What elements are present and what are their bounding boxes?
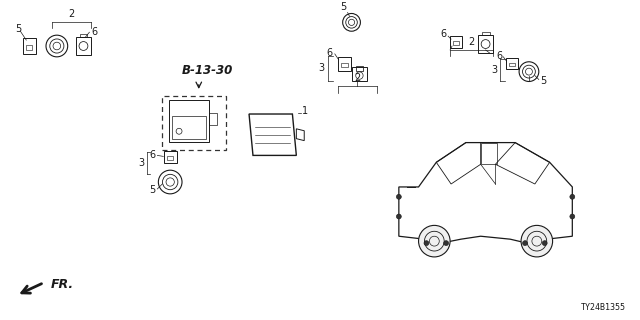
Circle shape (570, 194, 575, 199)
Text: 6: 6 (326, 48, 333, 58)
Bar (76, 37, 92, 55)
Bar (341, 63, 348, 67)
Circle shape (396, 194, 401, 199)
Circle shape (419, 225, 450, 257)
Text: 6: 6 (440, 29, 446, 39)
Bar (167, 156, 173, 160)
Bar (509, 63, 515, 67)
Text: 5: 5 (340, 2, 347, 12)
Circle shape (521, 225, 552, 257)
Text: 3: 3 (319, 63, 325, 73)
Bar (209, 113, 216, 125)
Text: 5: 5 (149, 185, 156, 195)
Text: 6: 6 (149, 150, 156, 160)
Circle shape (444, 241, 449, 245)
Text: 1: 1 (302, 106, 308, 116)
Text: 2: 2 (468, 37, 475, 47)
Circle shape (570, 214, 575, 219)
Circle shape (522, 241, 527, 245)
Bar (453, 41, 459, 45)
Bar (169, 100, 209, 142)
Bar (164, 151, 177, 163)
Text: B-13-30: B-13-30 (182, 64, 233, 77)
Bar (477, 35, 493, 53)
Text: 5: 5 (540, 76, 546, 86)
Circle shape (424, 241, 429, 245)
Text: FR.: FR. (51, 278, 74, 291)
Bar (79, 34, 88, 37)
Bar (338, 57, 351, 71)
Bar (26, 45, 33, 50)
Bar (162, 96, 226, 150)
Text: 5: 5 (15, 24, 22, 34)
Bar (482, 32, 490, 35)
Text: 6: 6 (92, 27, 97, 37)
Text: 6: 6 (496, 51, 502, 61)
Bar (352, 67, 367, 81)
Bar (450, 36, 462, 48)
Text: 3: 3 (138, 158, 145, 168)
Text: 3: 3 (492, 65, 497, 75)
Bar (23, 38, 36, 54)
Bar (506, 58, 518, 69)
Text: 2: 2 (68, 9, 75, 20)
Bar (356, 66, 363, 71)
Text: 2: 2 (355, 74, 360, 84)
Circle shape (542, 241, 547, 245)
Circle shape (396, 214, 401, 219)
Text: TY24B1355: TY24B1355 (580, 303, 625, 312)
Bar (172, 116, 205, 139)
